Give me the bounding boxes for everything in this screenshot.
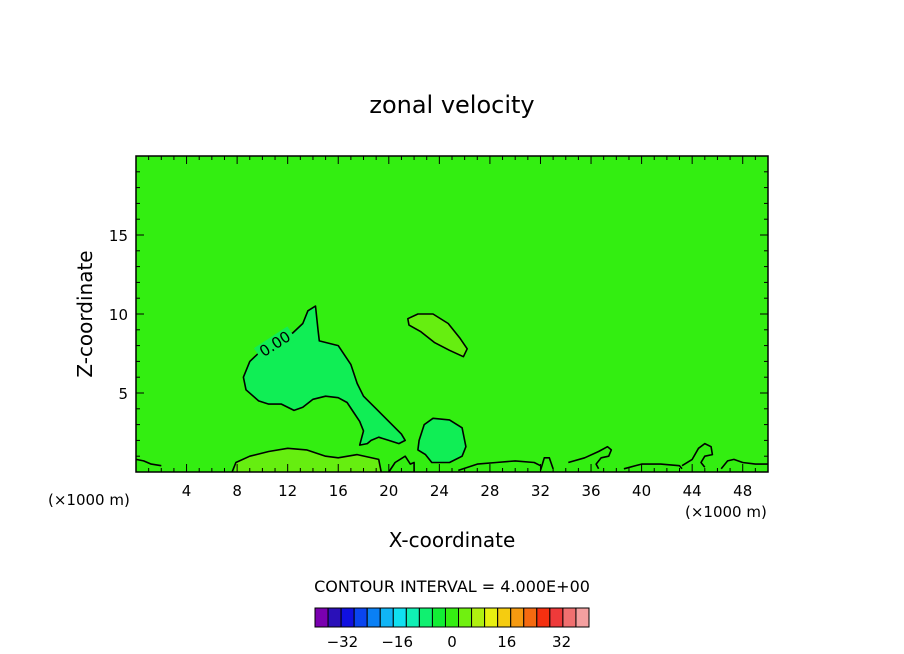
colorbar-swatch	[444, 607, 460, 628]
x-tick-label: 16	[329, 482, 348, 500]
colorbar-swatch	[314, 607, 329, 628]
colorbar-swatch	[549, 607, 564, 628]
colorbar-swatch	[366, 607, 381, 628]
y-tick-label: 5	[118, 385, 128, 403]
colorbar-swatch	[471, 607, 486, 628]
contour-line-10	[681, 442, 714, 468]
contour-line-9	[623, 463, 683, 470]
x-tick-label: 12	[278, 482, 297, 500]
colorbar-swatch	[523, 607, 538, 628]
contour-line-6	[458, 460, 541, 472]
contour-lines	[135, 305, 768, 473]
colorbar-swatch	[458, 607, 473, 628]
x-tick-label: 24	[430, 482, 449, 500]
x-tick-label: 40	[632, 482, 651, 500]
plot-area: 0.00	[135, 155, 769, 473]
x-tick-label: 32	[531, 482, 550, 500]
colorbar-swatch	[327, 607, 342, 628]
colorbar-swatch	[340, 607, 355, 628]
colorbar-swatch	[379, 607, 394, 628]
x-unit-label: (×1000 m)	[685, 503, 767, 521]
y-unit-label: (×1000 m)	[48, 491, 130, 509]
chart-title: zonal velocity	[369, 91, 534, 119]
colorbar-tick-label: 0	[447, 633, 457, 651]
x-tick-label: 44	[683, 482, 702, 500]
colorbar-swatch	[392, 607, 407, 628]
contour-line-11	[720, 458, 768, 470]
colorbar-swatch	[484, 607, 499, 628]
contour-line-2	[406, 313, 469, 358]
colorbar-swatch	[562, 607, 577, 628]
colorbar-swatch	[431, 607, 446, 628]
colorbar-swatch	[575, 607, 590, 628]
x-tick-labels: 4 8 12 16 20 24 28 32 36 40 44 48	[182, 482, 752, 500]
colorbar-swatch	[536, 607, 551, 628]
axis-ticks	[136, 156, 768, 472]
plot-background	[136, 156, 768, 472]
x-tick-label: 48	[733, 482, 752, 500]
contour-line-0	[242, 305, 407, 446]
contour-line-8	[568, 445, 613, 470]
colorbar-tick-labels: −32 −16 0 16 32	[327, 633, 572, 651]
fill-region-negative-lobe-small	[417, 418, 466, 463]
y-tick-labels: 5 10 15	[109, 227, 128, 403]
colorbar-swatch	[353, 607, 368, 628]
x-tick-label: 8	[232, 482, 242, 500]
y-tick-label: 10	[109, 306, 128, 324]
x-tick-label: 28	[480, 482, 499, 500]
colorbar-swatch	[405, 607, 420, 628]
colorbar-tick-label: −32	[327, 633, 359, 651]
fill-region-positive-blob	[407, 314, 468, 357]
y-tick-label: 15	[109, 227, 128, 245]
colorbar-tick-label: −16	[381, 633, 413, 651]
x-axis-label: X-coordinate	[389, 528, 516, 552]
contour-line-4	[231, 447, 382, 473]
contour-label-backing	[253, 326, 297, 362]
colorbar-tick-label: 16	[497, 633, 516, 651]
x-tick-label: 36	[581, 482, 600, 500]
contour-interval-text: CONTOUR INTERVAL = 4.000E+00	[314, 577, 590, 596]
contour-line-7	[539, 456, 554, 471]
fill-region-positive-base	[234, 448, 382, 472]
contour-line-1	[417, 417, 467, 464]
colorbar-swatch	[418, 607, 433, 628]
colorbar	[314, 607, 590, 628]
colorbar-swatch	[497, 607, 512, 628]
x-tick-label: 20	[379, 482, 398, 500]
contour-line-3	[135, 458, 162, 467]
y-axis-label: Z-coordinate	[73, 250, 97, 377]
x-tick-label: 4	[182, 482, 192, 500]
colorbar-tick-label: 32	[552, 633, 571, 651]
colorbar-swatch	[510, 607, 525, 628]
contour-line-5	[388, 455, 415, 473]
